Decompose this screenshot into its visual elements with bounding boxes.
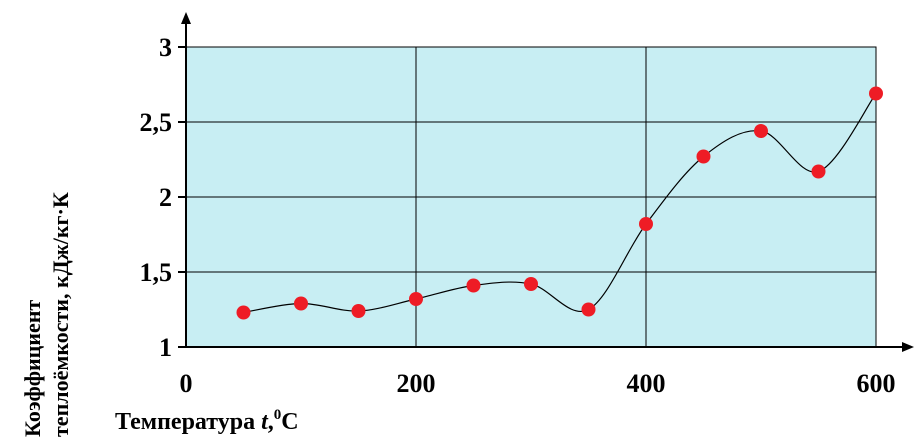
- x-axis-label-sep: ,: [268, 409, 274, 435]
- data-point: [754, 124, 768, 138]
- x-tick-label: 400: [627, 369, 666, 398]
- data-point: [639, 217, 653, 231]
- y-tick-label: 2,5: [140, 108, 173, 137]
- y-axis-label-line2: теплоёмкости, кДж/кг·К: [48, 192, 73, 437]
- y-axis-arrow-icon: [181, 12, 191, 24]
- data-point: [811, 164, 826, 179]
- x-tick-labels: 0 200 400 600: [180, 369, 896, 398]
- data-point: [409, 292, 423, 306]
- y-tick-label: 1,5: [140, 258, 173, 287]
- y-tick-label: 1: [159, 333, 172, 362]
- data-point: [351, 304, 366, 318]
- x-axis-label-sup: 0: [274, 407, 282, 423]
- data-points: [236, 86, 883, 320]
- x-tick-label: 0: [180, 369, 193, 398]
- x-axis-arrow-icon: [902, 342, 914, 352]
- data-point: [869, 86, 883, 101]
- y-tick-label: 2: [159, 183, 172, 212]
- data-point: [294, 296, 308, 311]
- data-point: [581, 302, 596, 317]
- axes: [178, 12, 914, 352]
- data-point: [524, 277, 538, 291]
- x-axis-label-unit: C: [281, 409, 298, 435]
- data-point: [236, 305, 251, 320]
- x-axis-label: Температура t,0C: [115, 407, 299, 435]
- y-axis-title: Коэффициент теплоёмкости, кДж/кг·К: [20, 192, 73, 437]
- x-axis-label-var: t: [261, 409, 269, 435]
- x-tick-label: 600: [857, 369, 896, 398]
- y-tick-labels: 1 1,5 2 2,5 3: [140, 33, 173, 362]
- y-axis-label-line1: Коэффициент: [20, 300, 45, 437]
- y-tick-label: 3: [159, 33, 172, 62]
- data-point: [466, 278, 481, 293]
- x-tick-label: 200: [397, 369, 436, 398]
- data-point: [696, 149, 711, 164]
- x-axis-label-prefix: Температура: [115, 409, 261, 435]
